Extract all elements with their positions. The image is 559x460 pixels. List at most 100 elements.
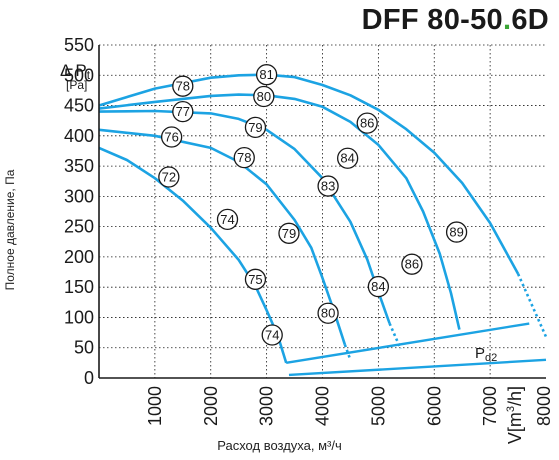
y-tick-label: 500 [64,65,94,85]
marker-layer: 81 78 80 77 79 86 76 84 78 83 72 74 79 89 75 86 84 80 74 [158,64,468,346]
x-tick-label: 8000 [534,386,554,426]
x-unit-b: /h] [505,386,525,406]
y-tick-label: 450 [64,96,94,116]
curve-marker: 78 [172,75,194,97]
x-unit-a: [m [505,412,525,432]
curve-marker: 83 [317,175,339,197]
marker-circle [336,147,359,169]
pd2-label: Pd2 [475,345,497,364]
envelope-layer [285,322,547,377]
x-unit-label: V[m3/h] [505,386,525,444]
marker-circle [244,268,267,290]
fan-curve [98,73,520,275]
fan-curve-dotted [388,322,402,350]
marker-label: 78 [237,150,251,165]
marker-label: 84 [371,279,385,294]
y-unit-sub: t [87,68,91,82]
y-tick-label: 350 [64,156,94,176]
y-tick-label: 100 [64,307,94,327]
x-tick-label: 6000 [424,386,444,426]
pd2-boundary-line [288,358,547,377]
fan-curve [98,128,347,346]
marker-label: 75 [248,272,262,287]
curve-marker: 76 [160,126,183,148]
x-tick-label: 1000 [145,386,165,426]
curve-marker: 79 [244,116,267,138]
y-tick-label: 550 [64,35,94,55]
marker-circle [445,221,468,243]
marker-circle [244,116,267,138]
curve-marker: 79 [278,222,300,244]
marker-circle [367,275,390,298]
marker-label: 81 [259,67,273,82]
curve-marker: 86 [401,253,423,275]
marker-circle [317,175,339,197]
y-tick-label: 200 [64,247,94,267]
marker-circle [401,253,423,275]
grid-layer [99,44,546,378]
title-model: DFF 80-50 [361,4,503,36]
y-unit-p: P [75,61,86,80]
y-tick-label: 0 [84,368,94,388]
marker-label: 80 [257,89,271,104]
marker-label: 89 [449,225,463,240]
curve-marker: 72 [158,166,180,188]
marker-label: 80 [321,306,335,321]
curve-marker: 86 [356,112,378,134]
axis-layer: 0 50 100 150 200 250 300 350 400 450 500 550 1000 200… [60,35,554,444]
fan-curve-dotted [343,344,352,361]
curve-marker: 84 [336,147,359,169]
fan-curve [98,109,391,324]
fan-curve [98,146,288,364]
curve-marker: 89 [445,221,468,243]
marker-label: 86 [405,257,419,272]
curve-marker: 80 [253,85,275,108]
marker-circle [253,85,275,108]
x-unit-v: V [505,432,525,444]
curve-marker: 74 [216,208,239,231]
curve-marker: 81 [255,64,278,86]
y-tick-label: 50 [74,338,94,358]
marker-circle [261,324,283,346]
marker-label: 74 [220,212,234,227]
y-tick-label: 400 [64,126,94,146]
y-unit-pa: [Pa] [66,78,87,92]
fan-curve-dotted [516,273,548,338]
marker-label: 83 [321,179,335,194]
marker-circle [278,222,300,244]
curve-marker: 77 [172,100,194,123]
x-tick-label: 4000 [313,386,333,426]
marker-label: 74 [265,328,279,343]
curve-marker: 75 [244,268,267,290]
curve-marker: 84 [367,275,390,298]
curve-marker: 74 [261,324,283,346]
fan-curve [98,93,461,330]
marker-label: 79 [282,226,296,241]
x-tick-label: 2000 [201,386,221,426]
marker-circle [160,126,183,148]
x-tick-label: 7000 [480,386,500,426]
marker-label: 79 [248,120,262,135]
marker-circle [356,112,378,134]
chart-title: DFF 80-50.6D [362,4,549,37]
curve-marker: 78 [233,146,255,169]
marker-circle [172,100,194,123]
marker-label: 77 [176,104,190,119]
curve-marker: 80 [317,302,339,324]
title-suffix: 6D [511,4,549,36]
y-tick-label: 300 [64,186,94,206]
pd2-boundary-line [285,322,530,365]
marker-circle [317,302,339,324]
y-unit-delta: Δ [60,61,71,80]
title-dot: . [502,4,512,36]
marker-circle [255,64,278,86]
x-axis-label: Расход воздуха, м³/ч [217,438,342,453]
marker-circle [158,166,180,188]
pd2-p: P [475,345,485,362]
x-unit-sup: 3 [505,406,517,412]
label-layer: Pd2 [475,345,497,364]
marker-label: 84 [340,151,354,166]
marker-label: 86 [360,116,374,131]
y-tick-label: 250 [64,217,94,237]
x-tick-label: 3000 [257,386,277,426]
